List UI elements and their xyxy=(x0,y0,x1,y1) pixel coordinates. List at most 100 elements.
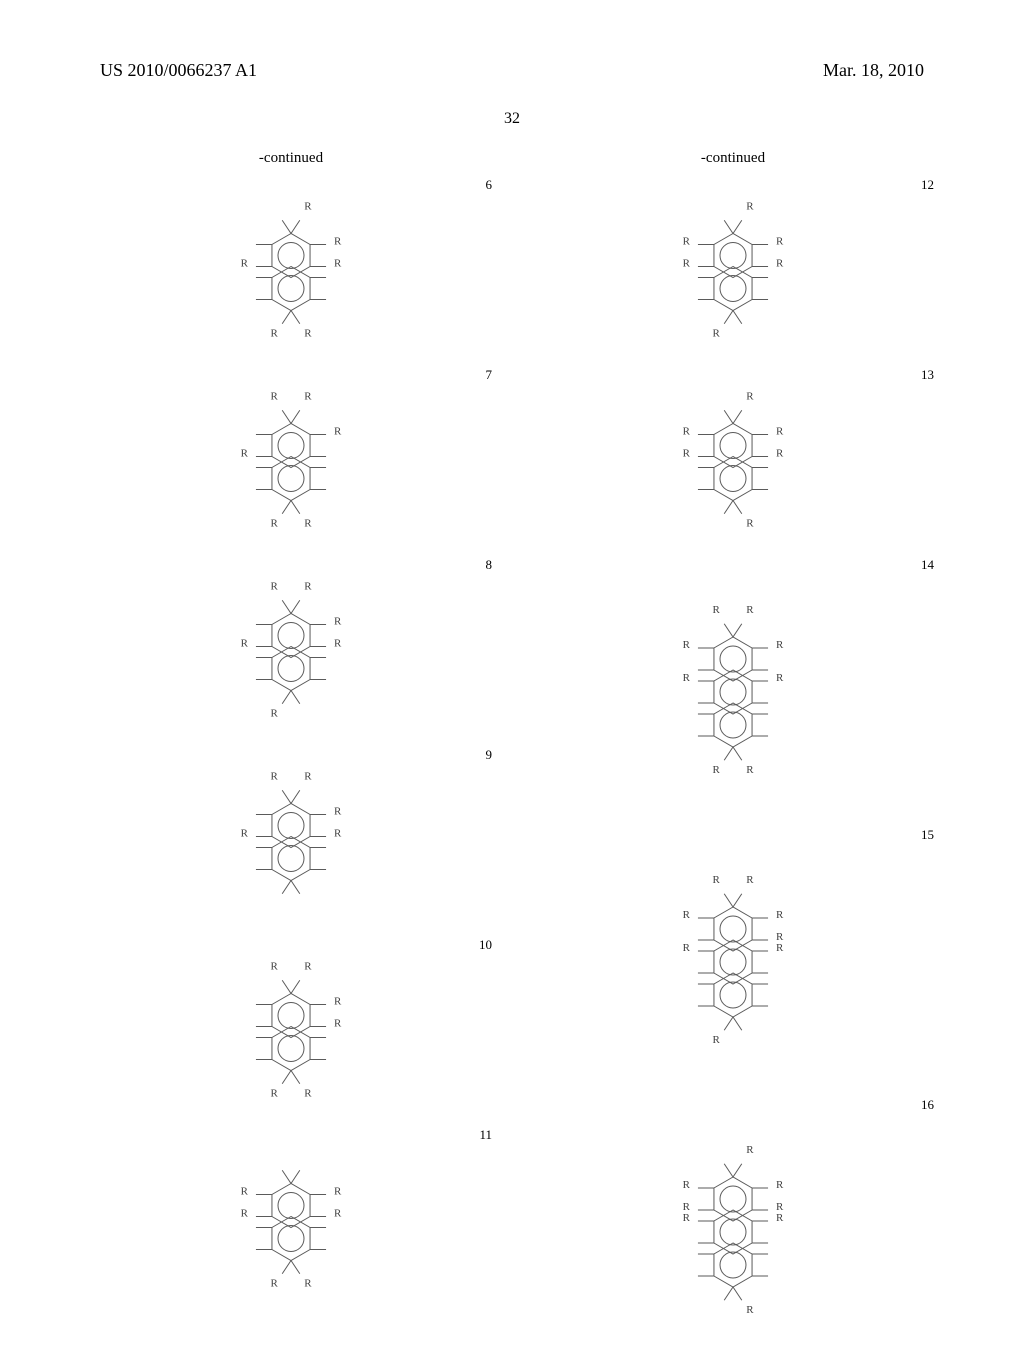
svg-text:R: R xyxy=(683,672,691,684)
structure-number: 14 xyxy=(921,557,934,573)
chemical-structure: RRRRRR xyxy=(191,182,391,362)
svg-text:R: R xyxy=(304,1087,312,1099)
svg-text:R: R xyxy=(241,638,249,650)
structure-10: 10RRRRRR xyxy=(100,942,482,1122)
svg-text:R: R xyxy=(334,996,342,1008)
svg-text:R: R xyxy=(776,448,784,460)
structure-15: 15RRRRRRRR xyxy=(542,832,924,1092)
left-column: -continued 6RRRRRR7RRRRRR8RRRRRR9RRRRR10… xyxy=(100,150,482,1372)
structure-12: 12RRRRRR xyxy=(542,182,924,362)
svg-text:R: R xyxy=(746,604,754,616)
structure-number: 10 xyxy=(479,937,492,953)
svg-text:R: R xyxy=(270,771,278,783)
svg-text:R: R xyxy=(334,1018,342,1030)
svg-text:R: R xyxy=(683,1212,691,1224)
chemical-structure: RRRRRRRR xyxy=(633,832,833,1092)
columns-container: -continued 6RRRRRR7RRRRRR8RRRRRR9RRRRR10… xyxy=(100,150,924,1372)
structure-number: 11 xyxy=(479,1127,492,1143)
structure-11: 11RRRRRR xyxy=(100,1132,482,1312)
svg-text:R: R xyxy=(712,874,720,886)
structure-number: 13 xyxy=(921,367,934,383)
svg-text:R: R xyxy=(304,201,312,213)
svg-text:R: R xyxy=(241,1186,249,1198)
structure-7: 7RRRRRR xyxy=(100,372,482,552)
structure-number: 7 xyxy=(486,367,493,383)
svg-text:R: R xyxy=(304,517,312,529)
continued-right: -continued xyxy=(542,150,924,167)
structure-number: 6 xyxy=(486,177,493,193)
svg-text:R: R xyxy=(270,961,278,973)
svg-text:R: R xyxy=(334,426,342,438)
svg-text:R: R xyxy=(776,1179,784,1191)
svg-text:R: R xyxy=(776,258,784,270)
svg-text:R: R xyxy=(746,764,754,776)
chemical-structure: RRRRRRRR xyxy=(633,1102,833,1362)
structure-number: 16 xyxy=(921,1097,934,1113)
svg-text:R: R xyxy=(746,391,754,403)
svg-text:R: R xyxy=(683,1179,691,1191)
svg-text:R: R xyxy=(712,327,720,339)
structure-number: 9 xyxy=(486,747,493,763)
svg-text:R: R xyxy=(241,258,249,270)
structure-13: 13RRRRRR xyxy=(542,372,924,552)
continued-left: -continued xyxy=(100,150,482,167)
svg-text:R: R xyxy=(304,327,312,339)
svg-text:R: R xyxy=(776,236,784,248)
chemical-structure: RRRRRR xyxy=(191,562,391,742)
structure-number: 15 xyxy=(921,827,934,843)
svg-text:R: R xyxy=(334,258,342,270)
svg-text:R: R xyxy=(712,1034,720,1046)
svg-text:R: R xyxy=(334,806,342,818)
svg-text:R: R xyxy=(746,517,754,529)
structure-16: 16RRRRRRRR xyxy=(542,1102,924,1362)
chemical-structure: RRRRRR xyxy=(633,182,833,362)
svg-text:R: R xyxy=(746,874,754,886)
svg-text:R: R xyxy=(241,828,249,840)
svg-text:R: R xyxy=(776,426,784,438)
structure-6: 6RRRRRR xyxy=(100,182,482,362)
svg-text:R: R xyxy=(270,707,278,719)
svg-text:R: R xyxy=(683,258,691,270)
svg-text:R: R xyxy=(304,581,312,593)
svg-text:R: R xyxy=(270,391,278,403)
svg-text:R: R xyxy=(334,1208,342,1220)
svg-text:R: R xyxy=(683,448,691,460)
svg-text:R: R xyxy=(334,1186,342,1198)
structure-8: 8RRRRRR xyxy=(100,562,482,742)
structure-number: 12 xyxy=(921,177,934,193)
svg-text:R: R xyxy=(683,426,691,438)
svg-text:R: R xyxy=(270,581,278,593)
svg-text:R: R xyxy=(683,909,691,921)
chemical-structure: RRRRRR xyxy=(191,942,391,1122)
svg-text:R: R xyxy=(270,1277,278,1289)
svg-text:R: R xyxy=(746,201,754,213)
svg-text:R: R xyxy=(712,764,720,776)
svg-text:R: R xyxy=(270,517,278,529)
page-number: 32 xyxy=(504,110,520,127)
svg-text:R: R xyxy=(683,236,691,248)
chemical-structure: RRRRRR xyxy=(191,372,391,552)
svg-text:R: R xyxy=(776,672,784,684)
svg-text:R: R xyxy=(683,639,691,651)
svg-text:R: R xyxy=(776,639,784,651)
svg-text:R: R xyxy=(334,236,342,248)
svg-text:R: R xyxy=(334,616,342,628)
structure-number: 8 xyxy=(486,557,493,573)
chemical-structure: R R R R R R R R xyxy=(633,562,833,822)
svg-text:R: R xyxy=(270,1087,278,1099)
svg-text:R: R xyxy=(746,1144,754,1156)
svg-text:R: R xyxy=(304,961,312,973)
svg-text:R: R xyxy=(304,391,312,403)
svg-text:R: R xyxy=(270,327,278,339)
patent-date: Mar. 18, 2010 xyxy=(823,60,924,81)
structure-9: 9RRRRR xyxy=(100,752,482,932)
svg-text:R: R xyxy=(334,828,342,840)
svg-text:R: R xyxy=(746,1304,754,1316)
svg-text:R: R xyxy=(683,942,691,954)
svg-text:R: R xyxy=(304,771,312,783)
structure-14: 14RRRRRRRR xyxy=(542,562,924,822)
svg-text:R: R xyxy=(776,942,784,954)
patent-id: US 2010/0066237 A1 xyxy=(100,60,257,81)
svg-text:R: R xyxy=(712,604,720,616)
chemical-structure: RRRRR xyxy=(191,752,391,932)
